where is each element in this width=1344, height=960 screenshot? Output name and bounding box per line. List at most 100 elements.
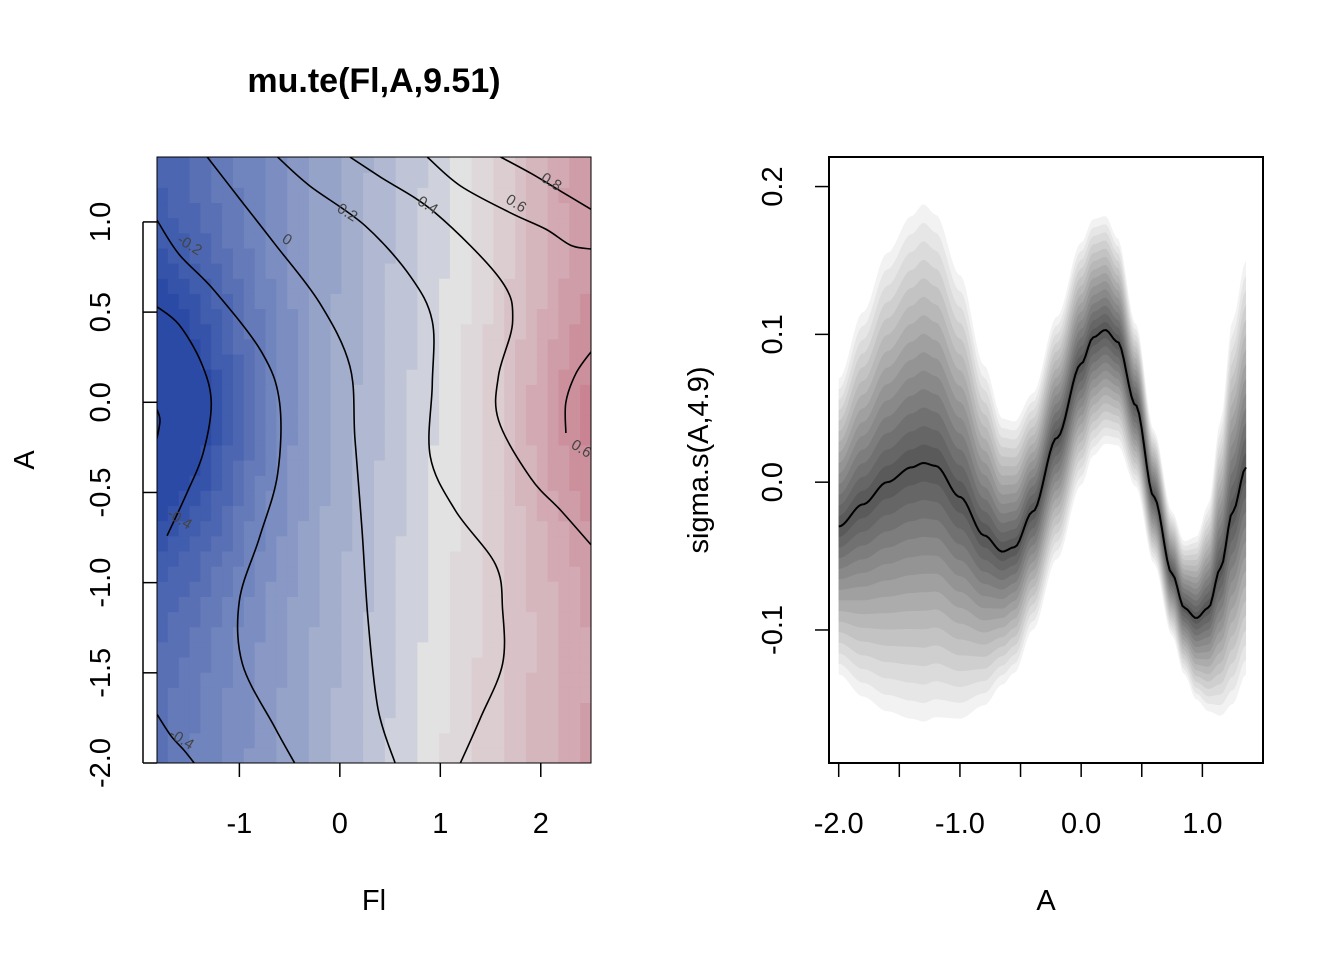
heatmap-cell (558, 732, 570, 749)
heatmap-cell (189, 505, 201, 522)
heatmap-cell (157, 429, 169, 446)
heatmap-cell (525, 626, 538, 643)
heatmap-cell (525, 641, 538, 658)
heatmap-cell (157, 672, 169, 688)
heatmap-cell (178, 353, 191, 370)
heatmap-cell (439, 596, 451, 613)
heatmap-cell (178, 656, 191, 673)
heatmap-cell (569, 444, 581, 461)
heatmap-cell (482, 475, 494, 491)
heatmap-cell (493, 596, 505, 613)
heatmap-cell (232, 338, 245, 355)
heatmap-cell (276, 369, 288, 385)
heatmap-cell (330, 550, 343, 567)
heatmap-cell (287, 641, 299, 658)
heatmap-cell (471, 157, 484, 173)
heatmap-cell (580, 172, 591, 188)
heatmap-cell (449, 460, 462, 476)
heatmap-cell (580, 611, 591, 628)
heatmap-cell (558, 353, 570, 370)
heatmap-cell (254, 444, 267, 461)
heatmap-cell (449, 535, 462, 552)
heatmap-cell (298, 247, 310, 264)
heatmap-cell (178, 247, 191, 264)
heatmap-cell (374, 535, 386, 552)
heatmap-cell (189, 323, 201, 340)
heatmap-cell (558, 550, 570, 567)
heatmap-cell (525, 535, 538, 552)
heatmap-cell (547, 505, 560, 522)
heatmap-cell (558, 747, 570, 763)
heatmap-cell (157, 550, 169, 567)
heatmap-cell (211, 535, 223, 552)
heatmap-cell (222, 460, 234, 476)
heatmap-cell (352, 490, 364, 507)
heatmap-cell (276, 717, 288, 734)
heatmap-cell (319, 672, 332, 688)
heatmap-cell (504, 157, 516, 173)
heatmap-cell (200, 399, 212, 416)
heatmap-cell (232, 263, 245, 279)
heatmap-cell (406, 157, 418, 173)
heatmap-cell (558, 293, 570, 310)
heatmap-cell (200, 444, 212, 461)
heatmap-cell (374, 263, 386, 279)
heatmap-cell (460, 202, 473, 219)
heatmap-cell (515, 747, 527, 763)
heatmap-cell (243, 384, 256, 400)
heatmap-cell (167, 369, 180, 385)
heatmap-cell (330, 293, 343, 310)
heatmap-cell (243, 187, 256, 204)
heatmap-cell (330, 596, 343, 613)
heatmap-cell (232, 702, 245, 719)
heatmap-cell (157, 217, 169, 234)
heatmap-cell (439, 581, 451, 597)
heatmap-cell (363, 399, 375, 416)
heatmap-cell (547, 444, 560, 461)
heatmap-cell (439, 414, 451, 431)
heatmap-cell (319, 732, 332, 749)
heatmap-cell (558, 323, 570, 340)
heatmap-cell (200, 232, 212, 249)
heatmap-cell (504, 581, 516, 597)
heatmap-cell (243, 232, 256, 249)
y-tick-label: 0.0 (85, 382, 117, 422)
heatmap-cell (439, 460, 451, 476)
heatmap-cell (200, 596, 212, 613)
heatmap-cell (406, 490, 418, 507)
heatmap-cell (319, 217, 332, 234)
heatmap-cell (330, 717, 343, 734)
heatmap-cell (580, 641, 591, 658)
heatmap-cell (167, 232, 180, 249)
heatmap-cell (569, 293, 581, 310)
heatmap-cell (525, 475, 538, 491)
heatmap-cell (276, 520, 288, 537)
heatmap-cell (580, 550, 591, 567)
heatmap-cell (276, 490, 288, 507)
heatmap-cell (178, 172, 191, 188)
heatmap-cell (384, 293, 397, 310)
heatmap-cell (319, 187, 332, 204)
heatmap-cell (439, 717, 451, 734)
heatmap-cell (232, 369, 245, 385)
heatmap-cell (417, 232, 429, 249)
heatmap-cell (341, 475, 353, 491)
heatmap-cell (384, 247, 397, 264)
heatmap-cell (504, 535, 516, 552)
heatmap-cell (504, 247, 516, 264)
heatmap-cell (482, 247, 494, 264)
heatmap-cell (580, 687, 591, 703)
heatmap-cell (265, 626, 277, 643)
heatmap-cell (449, 202, 462, 219)
heatmap-cell (222, 550, 234, 567)
heatmap-cell (547, 384, 560, 400)
heatmap-cell (471, 384, 484, 400)
heatmap-cell (157, 187, 169, 204)
heatmap-cell (276, 278, 288, 294)
heatmap-cell (569, 217, 581, 234)
heatmap-cell (298, 157, 310, 173)
heatmap-cell (384, 550, 397, 567)
heatmap-cell (439, 278, 451, 294)
heatmap-cell (178, 414, 191, 431)
heatmap-cell (341, 278, 353, 294)
